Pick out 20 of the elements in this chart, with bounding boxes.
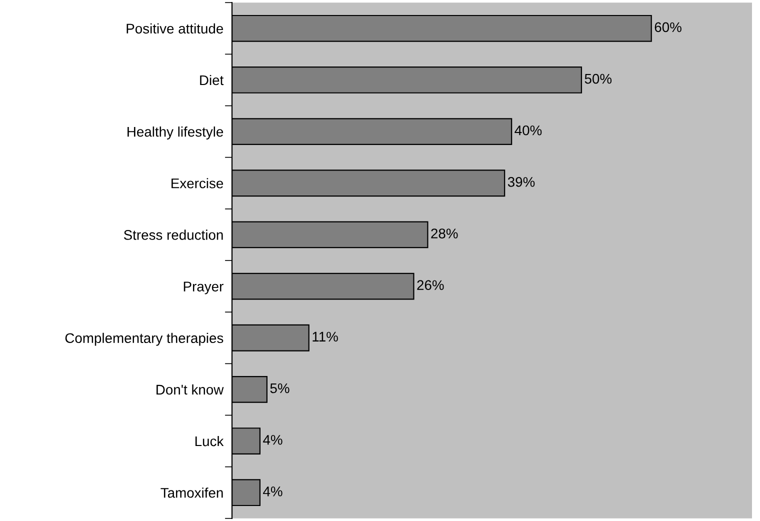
y-tick-label: Diet: [200, 74, 224, 86]
y-tick-label: Healthy lifestyle: [128, 126, 224, 140]
data-label: 28%: [431, 228, 458, 238]
y-tick-label: Prayer: [184, 282, 224, 294]
y-tick-label: Exercise: [172, 178, 224, 188]
y-tick-label: Tamoxifen: [160, 488, 223, 498]
y-tick-label: Don't know: [156, 384, 224, 395]
data-label: 40%: [514, 125, 542, 136]
y-tick-label: Complementary therapies: [65, 332, 224, 346]
data-label: 26%: [417, 280, 444, 290]
data-label: 11%: [312, 332, 338, 342]
data-label: 60%: [654, 22, 682, 32]
y-tick-label: Stress reduction: [124, 230, 223, 240]
data-label: 4%: [263, 486, 282, 496]
data-label: 5%: [270, 383, 290, 394]
data-label: 4%: [263, 434, 282, 445]
y-tick-label: Luck: [195, 436, 224, 446]
y-tick-label: Positive attitude: [126, 23, 224, 34]
data-label: 50%: [584, 74, 612, 84]
data-label: 39%: [508, 177, 535, 187]
